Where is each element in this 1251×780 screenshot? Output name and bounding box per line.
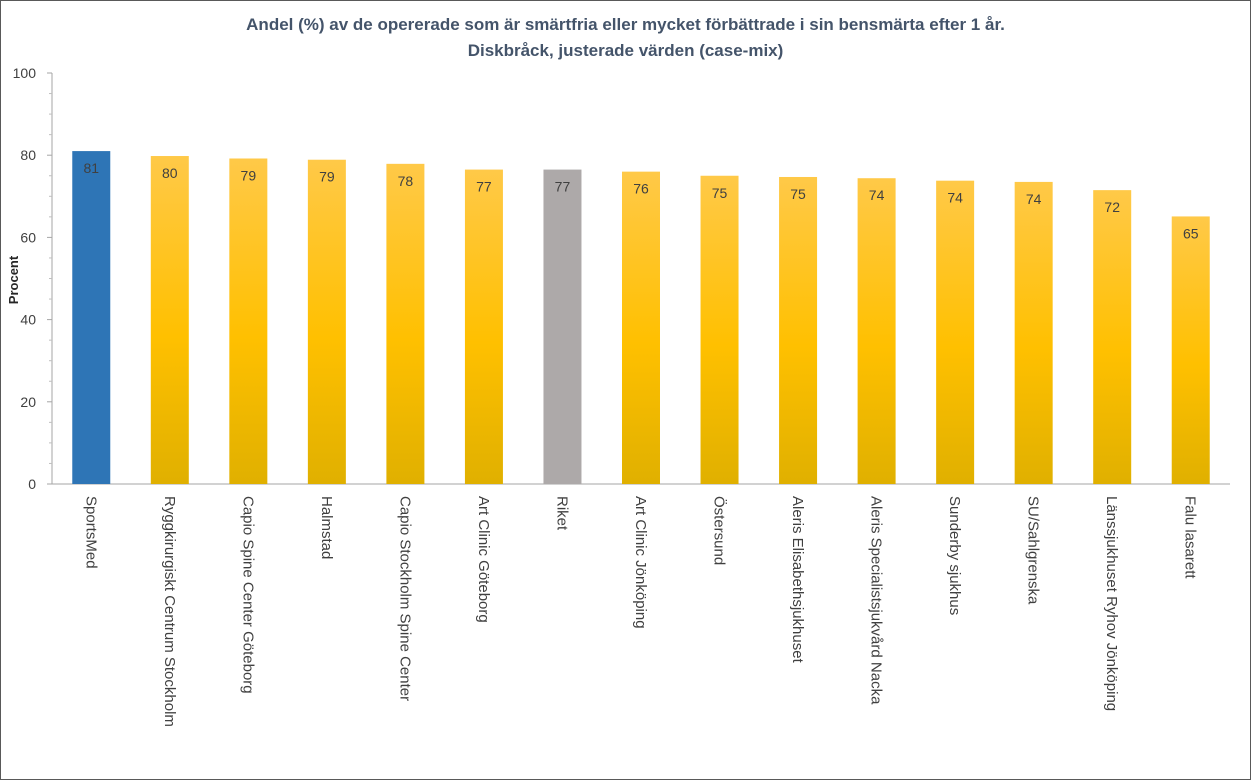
value-label-10: 74 [869,187,885,203]
category-label-12: SU/Sahlgrenska [1025,496,1042,605]
category-label-9: Aleris Elisabethsjukhuset [789,496,806,664]
bar-12 [1014,181,1053,485]
bar-7 [622,171,660,484]
category-label-5: Art Clinic Göteborg [475,496,492,623]
bar-0 [72,151,111,484]
category-label-13: Länssjukhuset Ryhov Jönköping [1103,496,1120,711]
bar-4 [386,163,425,484]
value-label-13: 72 [1104,199,1120,215]
chart-title: Andel (%) av de opererade som är smärtfr… [246,15,1005,34]
y-tick-label: 20 [20,394,36,410]
category-label-10: Aleris Specialistsjukvård Nacka [868,496,885,705]
category-label-14: Falu lasarett [1182,496,1199,579]
bar-9 [779,176,818,484]
bar-6 [543,169,582,484]
bar-14 [1171,216,1210,484]
y-tick-label: 80 [20,147,36,163]
value-label-2: 79 [241,167,257,183]
bar-2 [229,158,268,484]
category-label-11: Sunderby sjukhus [946,496,963,615]
y-tick-label: 100 [13,65,37,81]
value-label-1: 80 [162,165,178,181]
bar-10 [857,178,896,484]
category-label-6: Riket [553,496,570,531]
category-label-0: SportsMed [82,496,99,569]
y-tick-label: 40 [20,312,36,328]
bar-3 [307,159,346,484]
bar-11 [936,180,975,484]
value-label-7: 76 [633,181,649,197]
y-axis-title: Procent [6,255,21,304]
value-label-11: 74 [947,190,963,206]
bar-5 [464,169,503,484]
value-label-3: 79 [319,169,335,185]
bar-13 [1093,190,1132,484]
value-label-5: 77 [476,179,492,195]
bar-1 [150,156,189,484]
category-label-4: Capio Stockholm Spine Center [396,496,413,701]
y-tick-label: 0 [28,476,36,492]
category-label-3: Halmstad [318,496,335,559]
value-label-8: 75 [712,185,728,201]
value-label-4: 78 [398,173,414,189]
category-label-7: Art Clinic Jönköping [632,496,649,629]
value-label-0: 81 [83,160,99,176]
category-label-8: Östersund [711,496,729,565]
value-label-12: 74 [1026,191,1042,207]
value-label-14: 65 [1183,225,1199,241]
category-label-2: Capio Spine Center Göteborg [239,496,256,694]
y-tick-label: 60 [20,229,36,245]
value-label-9: 75 [790,186,806,202]
value-label-6: 77 [555,179,571,195]
chart-subtitle: Diskbråck, justerade värden (case-mix) [467,41,784,60]
category-label-1: Ryggkirurgiskt Centrum Stockholm [161,496,178,727]
bar-8 [700,175,739,484]
chart-title-block: Andel (%) av de opererade som är smärtfr… [0,12,1251,64]
